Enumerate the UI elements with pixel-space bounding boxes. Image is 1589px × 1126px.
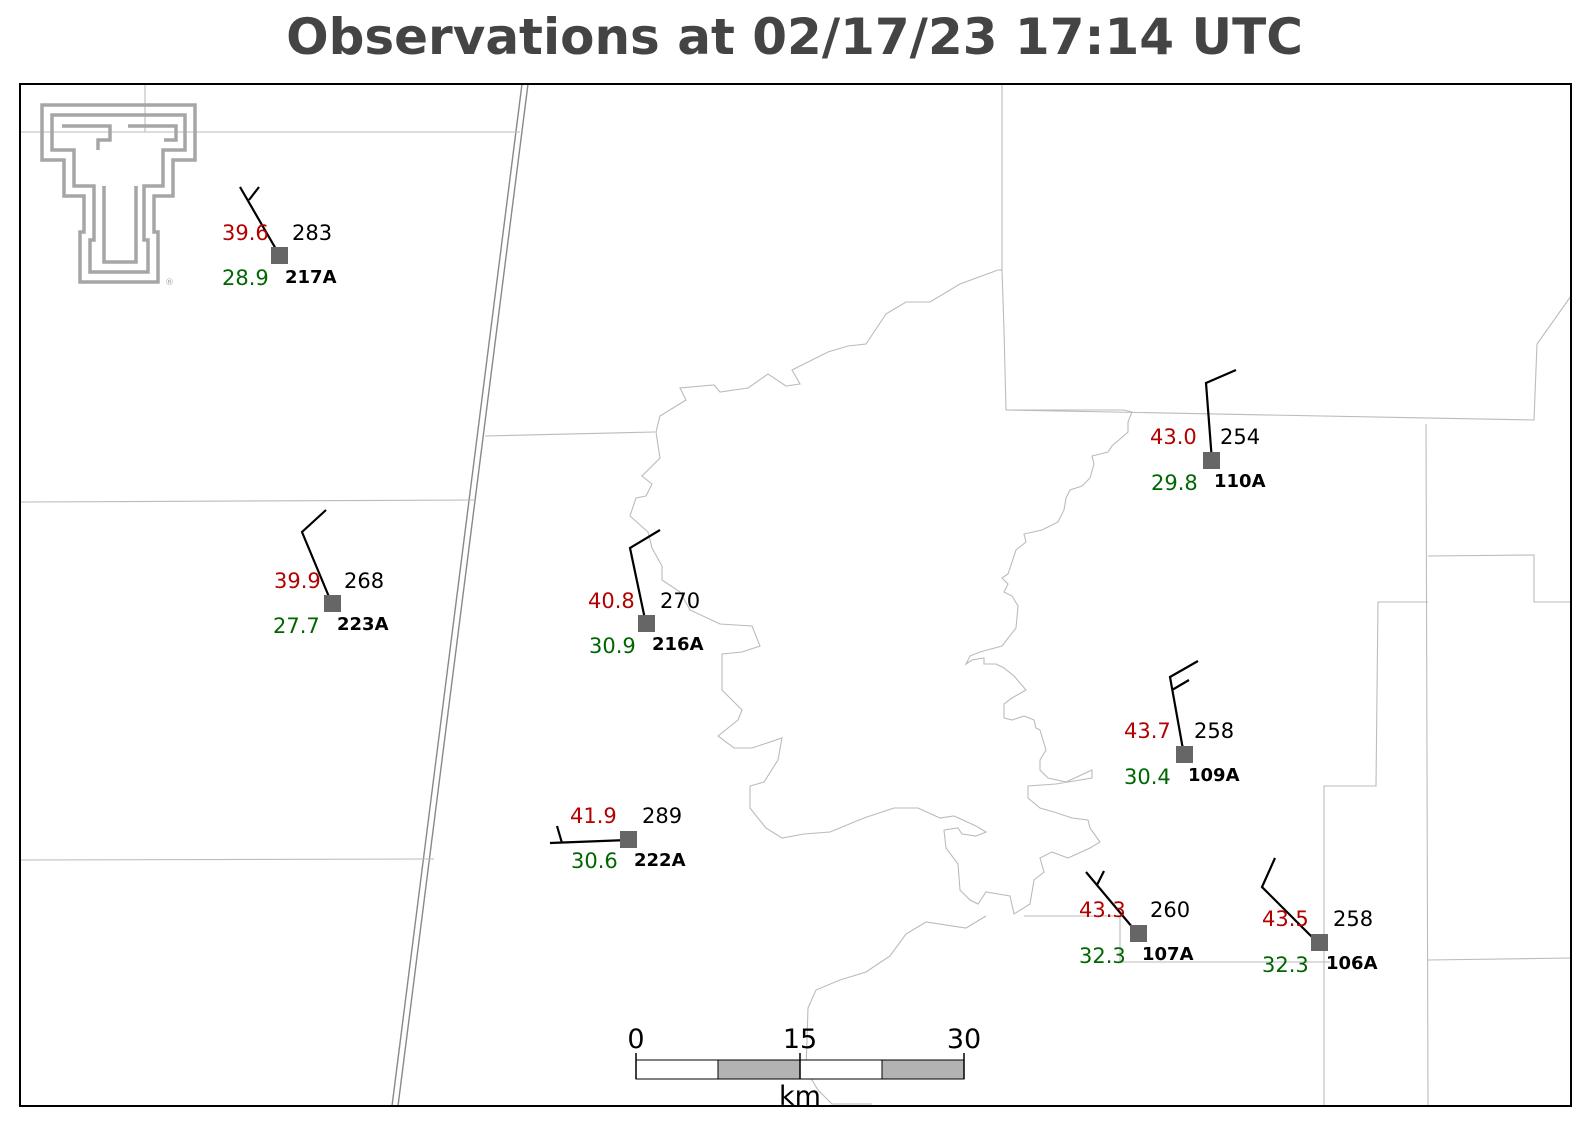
pressure-label: 260 — [1150, 898, 1190, 922]
station-222a: 41.9 289 30.6 222A — [570, 804, 686, 873]
scale-tick-label: 0 — [627, 1024, 644, 1055]
station-107a: 43.3 260 32.3 107A — [1079, 898, 1194, 968]
station-id-label: 109A — [1188, 765, 1240, 786]
wind-barb — [1204, 368, 1237, 462]
wind-barb — [300, 509, 334, 605]
station-marker — [1130, 925, 1147, 942]
dewpoint-label: 30.4 — [1124, 765, 1171, 789]
temperature-label: 39.9 — [274, 569, 321, 593]
station-223a: 39.9 268 27.7 223A — [273, 569, 389, 638]
pressure-label: 289 — [642, 804, 682, 828]
temperature-label: 43.0 — [1150, 425, 1197, 449]
station-106a: 43.5 258 32.3 106A — [1262, 907, 1378, 977]
station-id-label: 106A — [1326, 953, 1378, 974]
wind-barb — [1260, 857, 1319, 944]
wind-barb — [239, 186, 281, 257]
county-boundaries — [20, 84, 1571, 1106]
station-marker — [324, 595, 341, 612]
dewpoint-label: 30.6 — [571, 849, 618, 873]
wind-barb — [1168, 660, 1199, 756]
station-marker — [1311, 934, 1328, 951]
temperature-label: 43.7 — [1124, 719, 1171, 743]
temperature-label: 40.8 — [588, 589, 635, 613]
svg-text:®: ® — [165, 278, 174, 288]
scale-tick-label: 15 — [783, 1024, 817, 1055]
temperature-label: 43.5 — [1262, 907, 1309, 931]
dewpoint-label: 32.3 — [1262, 953, 1309, 977]
station-markers — [271, 247, 1328, 951]
dewpoint-label: 29.8 — [1151, 471, 1198, 495]
pressure-label: 258 — [1194, 719, 1234, 743]
scale-unit-label: km — [779, 1081, 821, 1112]
dewpoint-label: 30.9 — [589, 634, 636, 658]
station-marker — [1176, 746, 1193, 763]
station-id-label: 217A — [285, 267, 337, 288]
temperature-label: 39.6 — [222, 221, 269, 245]
wind-barbs — [239, 186, 1319, 944]
map-title: Observations at 02/17/23 17:14 UTC — [286, 8, 1303, 66]
pressure-label: 268 — [344, 569, 384, 593]
dewpoint-label: 32.3 — [1079, 944, 1126, 968]
station-marker — [1203, 452, 1220, 469]
map-frame — [19, 83, 1572, 1107]
temperature-label: 43.3 — [1079, 898, 1126, 922]
dewpoint-label: 27.7 — [273, 614, 320, 638]
station-110a: 43.0 254 29.8 110A — [1150, 425, 1266, 495]
wind-barb — [549, 825, 629, 845]
wind-barb — [628, 529, 661, 625]
scale-tick-label: 30 — [947, 1024, 981, 1055]
temperature-label: 41.9 — [570, 804, 617, 828]
station-id-label: 223A — [337, 614, 389, 635]
station-id-label: 110A — [1214, 471, 1266, 492]
station-109a: 43.7 258 30.4 109A — [1124, 719, 1240, 789]
dewpoint-label: 28.9 — [222, 266, 269, 290]
scale-bar: 0 15 30 km — [627, 1024, 981, 1112]
double-t-logo-icon: ® — [40, 103, 197, 288]
station-marker — [620, 831, 637, 848]
pressure-label: 283 — [292, 221, 332, 245]
pressure-label: 254 — [1220, 425, 1260, 449]
station-id-label: 216A — [652, 634, 704, 655]
station-216a: 40.8 270 30.9 216A — [588, 589, 704, 658]
pressure-label: 258 — [1333, 907, 1373, 931]
station-id-label: 222A — [634, 850, 686, 871]
station-marker — [638, 615, 655, 632]
pressure-label: 270 — [660, 589, 700, 613]
station-id-label: 107A — [1142, 944, 1194, 965]
wind-barb — [1085, 870, 1139, 935]
station-217a: 39.6 283 28.9 217A — [222, 221, 337, 290]
station-marker — [271, 247, 288, 264]
